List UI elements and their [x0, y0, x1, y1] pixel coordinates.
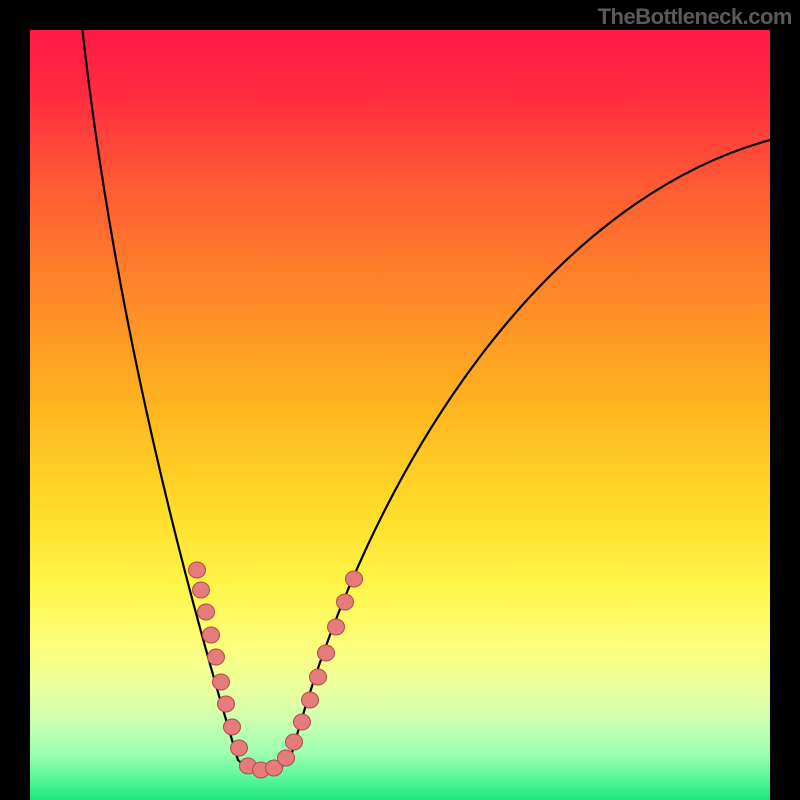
data-marker [310, 669, 327, 685]
data-marker [231, 740, 248, 756]
data-marker [278, 750, 295, 766]
data-marker [337, 594, 354, 610]
plot-svg [30, 30, 770, 800]
data-marker [218, 696, 235, 712]
data-marker [203, 627, 220, 643]
data-marker [328, 619, 345, 635]
data-marker [189, 562, 206, 578]
data-marker [302, 692, 319, 708]
data-marker [346, 571, 363, 587]
data-marker [193, 582, 210, 598]
chart-frame: TheBottleneck.com [0, 0, 800, 800]
gradient-background [30, 30, 770, 800]
data-marker [208, 649, 225, 665]
data-marker [286, 734, 303, 750]
data-marker [198, 604, 215, 620]
data-marker [224, 719, 241, 735]
plot-area [30, 30, 770, 800]
data-marker [213, 674, 230, 690]
data-marker [318, 645, 335, 661]
watermark-text: TheBottleneck.com [598, 4, 792, 30]
data-marker [294, 714, 311, 730]
